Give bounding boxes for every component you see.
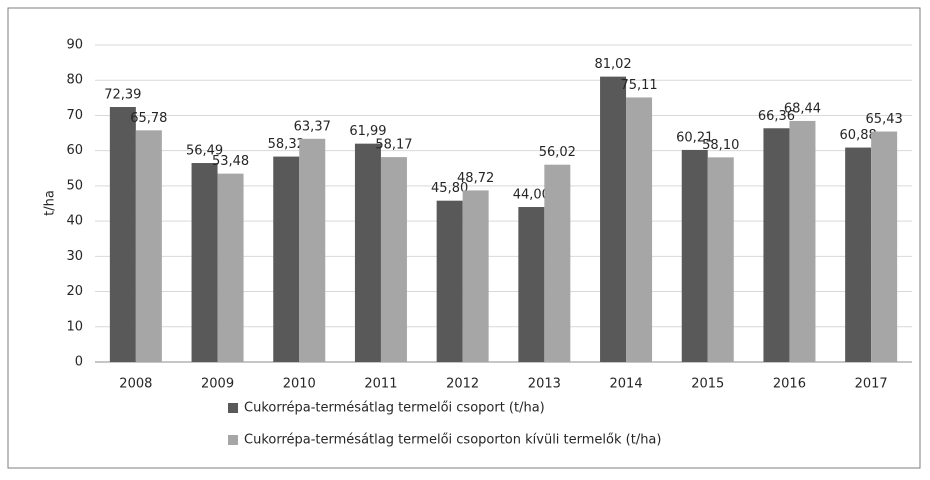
x-tick-label: 2010 [283,377,316,392]
bar [354,143,381,362]
y-tick-label: 60 [66,143,83,158]
y-tick-label: 30 [66,249,83,264]
bar [544,164,571,362]
value-label: 72,39 [104,88,141,103]
value-label: 63,37 [294,119,331,134]
bar [707,157,734,362]
y-tick-label: 20 [66,284,83,299]
value-label: 44,00 [513,188,550,203]
value-label: 60,88 [840,128,877,143]
value-label: 53,48 [212,154,249,169]
bar [518,207,545,362]
bar [763,128,790,362]
legend-label: Cukorrépa-termésátlag termelői csoport (… [244,401,545,416]
bar [871,131,898,362]
bar [109,107,136,362]
value-label: 61,99 [349,124,386,139]
y-tick-label: 80 [66,73,83,88]
value-label: 66,36 [758,109,795,124]
bar [436,200,463,362]
value-label: 65,43 [866,112,903,127]
value-label: 65,78 [130,111,167,126]
bar [273,156,300,362]
y-tick-label: 50 [66,178,83,193]
bar [681,149,708,362]
value-label: 81,02 [594,57,631,72]
legend-label: Cukorrépa-termésátlag termelői csoporton… [244,433,661,448]
x-tick-label: 2017 [855,377,888,392]
value-label: 56,49 [186,144,223,159]
bar [845,147,872,362]
y-tick-label: 40 [66,214,83,229]
x-tick-label: 2016 [773,377,806,392]
value-label: 75,11 [620,78,657,93]
bar [600,76,627,363]
bar [191,163,218,362]
x-tick-label: 2009 [201,377,234,392]
value-label: 58,17 [375,138,412,153]
bar [380,157,407,362]
bar [462,190,489,362]
y-tick-label: 70 [66,108,83,123]
bar [626,97,653,362]
legend-swatch [228,435,238,445]
y-axis-label: t/ha [43,190,58,216]
bar [299,138,326,362]
x-tick-label: 2014 [610,377,643,392]
value-label: 68,44 [784,101,821,116]
legend-swatch [228,403,238,413]
x-tick-label: 2015 [691,377,724,392]
y-tick-label: 0 [75,355,83,370]
value-label: 56,02 [539,145,576,160]
value-label: 58,32 [268,137,305,152]
bar [217,173,244,362]
y-tick-label: 10 [66,319,83,334]
value-label: 48,72 [457,171,494,186]
value-label: 60,21 [676,130,713,145]
y-tick-label: 90 [66,38,83,53]
x-tick-label: 2012 [446,377,479,392]
x-tick-label: 2008 [119,377,152,392]
x-tick-label: 2011 [364,377,397,392]
bar [789,120,816,362]
bar [135,130,162,362]
value-label: 58,10 [702,138,739,153]
x-tick-label: 2013 [528,377,561,392]
value-label: 45,80 [431,181,468,196]
